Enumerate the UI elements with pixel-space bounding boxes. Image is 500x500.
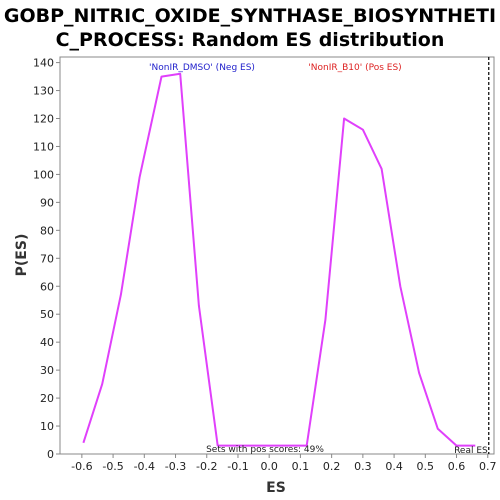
x-axis-label: ES	[266, 480, 286, 496]
neg-es-annotation: 'NonIR_DMSO' (Neg ES)	[149, 63, 255, 73]
y-tick-label: 130	[33, 85, 54, 98]
x-tick-label: 0.6	[448, 460, 466, 473]
series-lines	[82, 72, 476, 447]
y-tick-label: 90	[40, 196, 54, 209]
x-tick-label: 0.7	[479, 460, 497, 473]
x-tick-label: 0.4	[385, 460, 403, 473]
x-tick-label: -0.1	[227, 460, 248, 473]
y-tick-label: 20	[40, 392, 54, 405]
x-tick-label: 0.0	[260, 460, 278, 473]
y-tick-label: 70	[40, 252, 54, 265]
x-tick-label: 0.1	[292, 460, 310, 473]
chart-title-line2: C_PROCESS: Random ES distribution	[56, 29, 445, 51]
y-tick-label: 60	[40, 280, 54, 293]
x-tick-label: -0.3	[165, 460, 186, 473]
x-tick-label: -0.5	[102, 460, 123, 473]
x-tick-label: -0.6	[71, 460, 92, 473]
chart-title-line1: GOBP_NITRIC_OXIDE_SYNTHASE_BIOSYNTHETI	[4, 5, 496, 27]
y-tick-label: 120	[33, 113, 54, 126]
y-axis: 0 10 20 30 40 50 60 70 80 90 100 110 120 130 140	[33, 57, 60, 461]
series-line	[82, 72, 476, 447]
y-tick-label: 50	[40, 308, 54, 321]
y-tick-label: 100	[33, 168, 54, 181]
plot-area	[59, 56, 495, 455]
y-tick-label: 140	[33, 57, 54, 70]
x-axis: -0.6 -0.5 -0.4 -0.3 -0.2 -0.1 0.0 0.1 0.2 0.3 0.4 0…	[71, 454, 497, 473]
y-tick-label: 40	[40, 336, 54, 349]
real-es-label: Real ES	[454, 446, 488, 456]
y-tick-label: 80	[40, 224, 54, 237]
x-tick-label: 0.3	[354, 460, 372, 473]
x-tick-label: 0.5	[417, 460, 435, 473]
x-tick-label: 0.2	[323, 460, 341, 473]
y-tick-label: 0	[47, 448, 54, 461]
y-axis-label: P(ES)	[14, 234, 30, 277]
pos-es-annotation: 'NonIR_B10' (Pos ES)	[308, 63, 401, 73]
sets-with-pos-scores: Sets with pos scores: 49%	[206, 445, 324, 455]
y-tick-label: 10	[40, 420, 54, 433]
x-tick-label: -0.2	[196, 460, 217, 473]
x-tick-label: -0.4	[134, 460, 155, 473]
y-tick-label: 110	[33, 140, 54, 153]
y-tick-label: 30	[40, 364, 54, 377]
